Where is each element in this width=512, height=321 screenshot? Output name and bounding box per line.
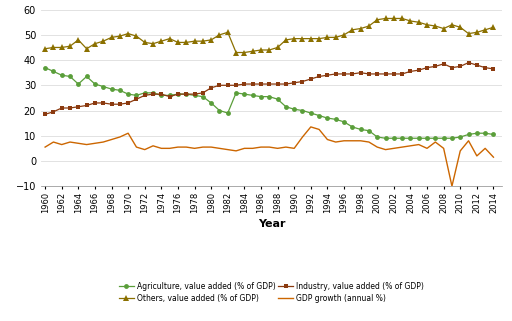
Legend: Agriculture, value added (% of GDP), Others, value added (% of GDP), Industry, v: Agriculture, value added (% of GDP), Oth…	[119, 282, 424, 303]
Agriculture, value added (% of GDP)	[490, 133, 497, 136]
Agriculture, value added (% of GDP)	[449, 136, 455, 140]
Industry, value added (% of GDP)	[125, 101, 131, 105]
Industry, value added (% of GDP)	[440, 62, 446, 66]
Industry, value added (% of GDP)	[92, 101, 98, 105]
Agriculture, value added (% of GDP)	[42, 66, 48, 70]
Industry, value added (% of GDP)	[490, 67, 497, 71]
Others, value added (% of GDP)	[490, 25, 497, 29]
GDP growth (annual %)	[125, 131, 131, 135]
Industry, value added (% of GDP)	[465, 61, 472, 65]
Industry, value added (% of GDP)	[42, 112, 48, 116]
GDP growth (annual %)	[208, 145, 214, 149]
Others, value added (% of GDP)	[482, 28, 488, 32]
Agriculture, value added (% of GDP)	[208, 101, 214, 105]
Agriculture, value added (% of GDP)	[125, 92, 131, 96]
GDP growth (annual %)	[482, 146, 488, 150]
Industry, value added (% of GDP)	[482, 66, 488, 70]
GDP growth (annual %)	[42, 145, 48, 149]
Others, value added (% of GDP)	[92, 42, 98, 46]
Others, value added (% of GDP)	[42, 47, 48, 51]
Agriculture, value added (% of GDP)	[92, 82, 98, 86]
Agriculture, value added (% of GDP)	[150, 91, 156, 95]
Industry, value added (% of GDP)	[150, 92, 156, 96]
Line: Agriculture, value added (% of GDP): Agriculture, value added (% of GDP)	[42, 65, 496, 141]
Agriculture, value added (% of GDP)	[382, 136, 389, 140]
Line: GDP growth (annual %): GDP growth (annual %)	[45, 127, 494, 186]
Agriculture, value added (% of GDP)	[482, 131, 488, 135]
GDP growth (annual %)	[449, 184, 455, 188]
GDP growth (annual %)	[150, 144, 156, 148]
Line: Industry, value added (% of GDP): Industry, value added (% of GDP)	[42, 60, 496, 117]
Others, value added (% of GDP)	[150, 42, 156, 46]
X-axis label: Year: Year	[258, 219, 285, 229]
GDP growth (annual %)	[308, 125, 314, 129]
Line: Others, value added (% of GDP): Others, value added (% of GDP)	[42, 16, 496, 55]
Others, value added (% of GDP)	[382, 16, 389, 21]
GDP growth (annual %)	[490, 155, 497, 159]
GDP growth (annual %)	[92, 141, 98, 145]
Others, value added (% of GDP)	[457, 25, 463, 29]
Others, value added (% of GDP)	[208, 38, 214, 42]
Others, value added (% of GDP)	[125, 32, 131, 36]
Others, value added (% of GDP)	[233, 51, 239, 55]
GDP growth (annual %)	[457, 149, 463, 153]
Industry, value added (% of GDP)	[208, 86, 214, 90]
